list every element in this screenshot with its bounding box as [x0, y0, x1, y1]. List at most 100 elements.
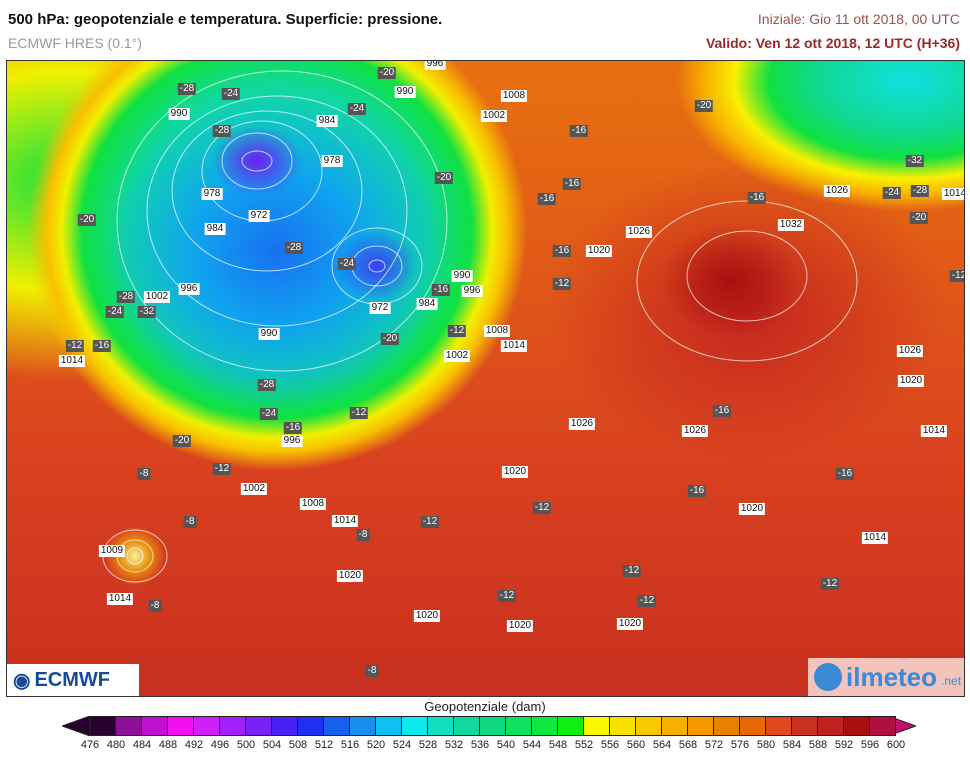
pressure-label: 1002	[480, 110, 508, 122]
colorbar-tick-label: 556	[600, 739, 620, 751]
pressure-label: 1020	[738, 503, 766, 515]
pressure-label: 990	[258, 328, 280, 340]
weather-map: 990 978 984 972 978 984 990 996 1008 1002 996 990 97…	[6, 60, 965, 697]
colorbar-title: Geopotenziale (dam)	[424, 699, 546, 714]
colorbar-cell	[194, 716, 220, 736]
colorbar-cell	[818, 716, 844, 736]
colorbar-cell	[636, 716, 662, 736]
colorbar-cell	[90, 716, 116, 736]
colorbar-tick-label: 536	[470, 739, 490, 751]
ilmeteo-logo: ilmeteo .net	[808, 658, 964, 696]
colorbar-cell	[584, 716, 610, 736]
temperature-label: -28	[116, 291, 136, 303]
temperature-label: -20	[77, 214, 97, 226]
temperature-label: -16	[431, 284, 451, 296]
colorbar-cell	[844, 716, 870, 736]
pressure-label: 1014	[331, 515, 359, 527]
pressure-label: 1014	[106, 593, 134, 605]
colorbar-tick-label: 528	[418, 739, 438, 751]
colorbar-cell	[740, 716, 766, 736]
temperature-label: -12	[497, 590, 517, 602]
colorbar-cell	[870, 716, 896, 736]
pressure-label: 1009	[98, 545, 126, 557]
temperature-label: -28	[910, 185, 930, 197]
temperature-label: -20	[380, 333, 400, 345]
temperature-label: -20	[909, 212, 929, 224]
colorbar-tick-label: 504	[262, 739, 282, 751]
temperature-label: -16	[835, 468, 855, 480]
temperature-label: -20	[694, 100, 714, 112]
valid-time: Valido: Ven 12 ott 2018, 12 UTC (H+36)	[705, 35, 960, 51]
temperature-label: -12	[65, 340, 85, 352]
colorbar-cell	[272, 716, 298, 736]
temperature-label: -8	[356, 529, 370, 541]
temperature-label: -32	[137, 306, 157, 318]
temperature-label: -16	[562, 178, 582, 190]
colorbar-tick-label: 540	[496, 739, 516, 751]
pressure-label: 1026	[896, 345, 924, 357]
colorbar-cell	[714, 716, 740, 736]
colorbar-cell	[142, 716, 168, 736]
colorbar-tick-label: 524	[392, 739, 412, 751]
colorbar-tick-label: 488	[158, 739, 178, 751]
temperature-label: -8	[183, 516, 197, 528]
pressure-label: 1014	[941, 188, 964, 200]
colorbar-tick-label: 520	[366, 739, 386, 751]
colorbar-tick-label: 512	[314, 739, 334, 751]
temperature-label: -8	[365, 665, 379, 677]
pressure-label: 1020	[585, 245, 613, 257]
temperature-label: -8	[137, 468, 151, 480]
colorbar-tick-label: 548	[548, 739, 568, 751]
map-title: 500 hPa: geopotenziale e temperatura. Su…	[8, 11, 443, 28]
ecmwf-globe-icon: ◉	[13, 669, 31, 692]
pressure-label: 984	[316, 115, 338, 127]
pressure-label: 996	[281, 435, 303, 447]
ecmwf-logo: ◉ ECMWF	[7, 664, 139, 696]
colorbar-tick-label: 484	[132, 739, 152, 751]
pressure-label: 1014	[920, 425, 948, 437]
colorbar-cell	[298, 716, 324, 736]
temperature-label: -16	[712, 405, 732, 417]
temperature-label: -12	[637, 595, 657, 607]
colorbar-tick-label: 532	[444, 739, 464, 751]
colorbar-cell	[688, 716, 714, 736]
pressure-label: 1020	[506, 620, 534, 632]
temperature-label: -16	[569, 125, 589, 137]
pressure-label: 990	[451, 270, 473, 282]
colorbar-cell	[532, 716, 558, 736]
pressure-label: 996	[461, 285, 483, 297]
colorbar-tick-label: 588	[808, 739, 828, 751]
pressure-label: 984	[416, 298, 438, 310]
pressure-label: 1008	[483, 325, 511, 337]
colorbar-tick-label: 500	[236, 739, 256, 751]
colorbar-tick-label: 576	[730, 739, 750, 751]
pressure-label: 1008	[299, 498, 327, 510]
colorbar-tick-label: 596	[860, 739, 880, 751]
colorbar-cell	[350, 716, 376, 736]
colorbar-tick-label: 480	[106, 739, 126, 751]
pressure-label: 1020	[616, 618, 644, 630]
colorbar-cell	[454, 716, 480, 736]
temperature-label: -28	[284, 242, 304, 254]
colorbar-tick-label: 600	[886, 739, 906, 751]
pressure-label: 996	[178, 283, 200, 295]
pressure-label: 990	[394, 86, 416, 98]
colorbar-tick-label: 592	[834, 739, 854, 751]
pressure-label: 1008	[500, 90, 528, 102]
temperature-label: -28	[212, 125, 232, 137]
colorbar-tick-label: 516	[340, 739, 360, 751]
colorbar-cell	[246, 716, 272, 736]
temperature-label: -24	[882, 187, 902, 199]
colorbar-cell	[480, 716, 506, 736]
pressure-label: 990	[168, 108, 190, 120]
pressure-label: 1002	[443, 350, 471, 362]
temperature-label: -8	[148, 600, 162, 612]
colorbar-tick-label: 476	[80, 739, 100, 751]
temperature-label: -12	[212, 463, 232, 475]
colorbar-cell	[428, 716, 454, 736]
temperature-label: -16	[283, 422, 303, 434]
temperature-label: -12	[622, 565, 642, 577]
temperature-label: -28	[177, 83, 197, 95]
colorbar-cell	[168, 716, 194, 736]
pressure-label: 1014	[500, 340, 528, 352]
